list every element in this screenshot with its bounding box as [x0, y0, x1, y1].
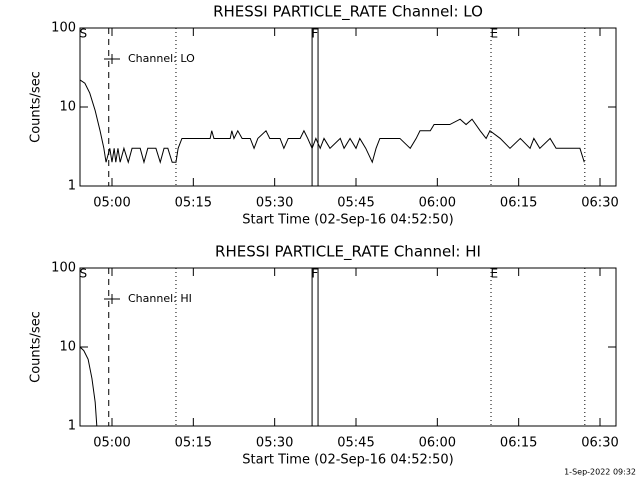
chart-title: RHESSI PARTICLE_RATE Channel: LO: [213, 3, 483, 22]
x-tick-label: 05:45: [337, 196, 374, 211]
x-tick-label: 05:45: [337, 436, 374, 451]
x-tick-label: 05:15: [175, 196, 212, 211]
x-tick-label: 06:15: [500, 436, 537, 451]
x-axis-label: Start Time (02-Sep-16 04:52:50): [242, 213, 453, 228]
data-line: [79, 79, 585, 165]
y-tick-label: 1: [68, 179, 76, 194]
y-tick-label: 100: [51, 261, 76, 276]
event-label: F: [311, 267, 318, 281]
x-tick-label: 05:00: [93, 436, 130, 451]
x-tick-label: 06:30: [581, 436, 618, 451]
footer-timestamp: 1-Sep-2022 09:32: [564, 468, 636, 477]
legend-label: Channel: LO: [128, 52, 195, 65]
y-tick-label: 1: [68, 419, 76, 434]
y-axis-label: Counts/sec: [29, 71, 44, 143]
event-label: S: [79, 267, 87, 281]
x-tick-label: 05:30: [256, 436, 293, 451]
event-label: S: [79, 27, 87, 41]
x-tick-label: 05:00: [93, 196, 130, 211]
x-tick-label: 05:30: [256, 196, 293, 211]
y-axis-label: Counts/sec: [29, 311, 44, 383]
event-label: E: [490, 267, 498, 281]
x-tick-label: 05:15: [175, 436, 212, 451]
event-label: E: [490, 27, 498, 41]
x-tick-label: 06:00: [419, 196, 456, 211]
y-tick-label: 10: [59, 340, 76, 355]
x-tick-label: 06:15: [500, 196, 537, 211]
legend-label: Channel: HI: [128, 292, 192, 305]
x-axis-label: Start Time (02-Sep-16 04:52:50): [242, 453, 453, 468]
data-line: [79, 346, 98, 427]
y-tick-label: 100: [51, 21, 76, 36]
x-tick-label: 06:00: [419, 436, 456, 451]
chart-title: RHESSI PARTICLE_RATE Channel: HI: [215, 243, 481, 262]
event-label: F: [311, 27, 318, 41]
y-tick-label: 10: [59, 100, 76, 115]
x-tick-label: 06:30: [581, 196, 618, 211]
